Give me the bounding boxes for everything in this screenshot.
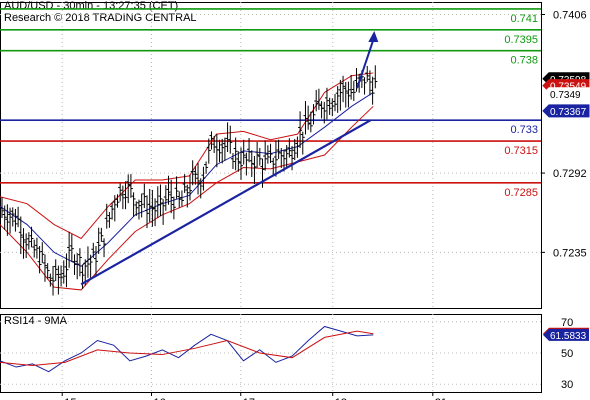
rsi-line-ma9 [0, 330, 374, 366]
price-panel-frame [0, 2, 542, 309]
forecast-arrow-shaft [356, 39, 375, 89]
price-tag-label: 0.73549 [550, 82, 587, 93]
level-label: 0.7315 [504, 145, 538, 157]
series-line-bollinger-upper [0, 72, 374, 240]
rsi-line-rsi [0, 325, 374, 373]
y-tick-label: 0.7406 [553, 10, 587, 22]
rsi-y-tick-label: 30 [561, 379, 573, 391]
price-tag-bg [542, 104, 590, 118]
price-tag-label: 0.73367 [550, 107, 587, 118]
level-label: 0.738 [510, 55, 538, 67]
rsi-y-tick-label: 50 [561, 348, 573, 360]
y-tick-label: 0.7292 [553, 168, 587, 180]
series-line-moving-average [0, 91, 374, 267]
x-tick-label: 21 [435, 397, 447, 400]
series-line-bollinger-lower [0, 105, 374, 291]
level-label: 0.733 [510, 124, 538, 136]
x-tick-label: 15 [64, 397, 76, 400]
price-tag-bg [542, 87, 590, 101]
x-tick-label: 18 [335, 397, 347, 400]
trendline [80, 119, 372, 286]
level-label: 0.7395 [504, 34, 538, 46]
price-tag-label: 0.7349 [550, 90, 581, 101]
x-tick-label: 16 [153, 397, 165, 400]
rsi-tag-bg [543, 328, 589, 341]
rsi-title: RSI14 - 9MA [4, 315, 68, 327]
forecast-arrow-head [368, 30, 379, 42]
rsi-y-tick-label: 70 [561, 317, 573, 329]
level-label: 0.7285 [504, 187, 538, 199]
x-tick-label: 17 [243, 397, 255, 400]
level-label: 0.741 [510, 13, 538, 25]
rsi-tag-label: 61.5833 [550, 331, 587, 342]
y-tick-label: 0.7235 [553, 247, 587, 259]
